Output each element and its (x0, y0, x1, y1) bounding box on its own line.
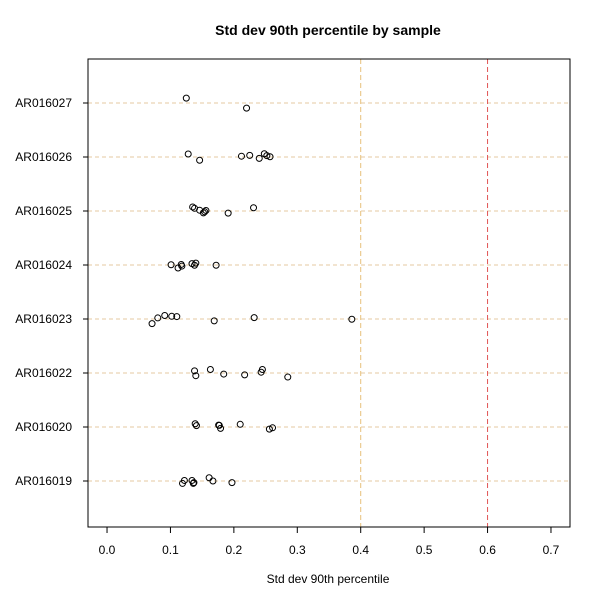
data-point-ar016023-7 (250, 314, 258, 322)
y-tick-label-ar016027: AR016027 (15, 96, 72, 110)
data-point-ar016024-7 (192, 259, 200, 267)
x-axis-label: Std dev 90th percentile (267, 572, 390, 586)
y-tick-label-ar016019: AR016019 (15, 474, 72, 488)
y-tick-label-ar016020: AR016020 (15, 420, 72, 434)
data-point-ar016020-5 (217, 424, 225, 432)
chart-title: Std dev 90th percentile by sample (215, 22, 441, 38)
y-tick-label-ar016026: AR016026 (15, 150, 72, 164)
x-axis: 0.0 0.1 0.2 0.3 0.4 0.5 0.6 0.7 (99, 527, 560, 557)
data-point-ar016020-1 (191, 420, 199, 428)
data-point-ar016025-5 (201, 208, 209, 216)
data-point-ar016022-5 (241, 371, 249, 379)
data-point-ar016023-8 (348, 315, 356, 323)
data-point-ar016019-8 (228, 479, 236, 487)
x-tick-label-5: 0.4 (352, 543, 369, 557)
data-point-ar016024-1 (167, 261, 175, 269)
y-tick-label-ar016023: AR016023 (15, 312, 72, 326)
data-point-ar016023-3 (161, 311, 169, 319)
data-point-ar016027-2 (243, 104, 251, 112)
data-point-ar016024-4 (178, 262, 186, 270)
data-point-ar016026-3 (237, 152, 245, 160)
data-point-ar016022-1 (191, 367, 199, 375)
x-tick-label-2: 0.1 (162, 543, 179, 557)
data-point-ar016023-2 (154, 314, 162, 322)
grid-layer (88, 102, 570, 482)
plot-frame (87, 58, 571, 528)
y-tick-label-ar016022: AR016022 (15, 366, 72, 380)
data-point-ar016019-4 (189, 479, 197, 487)
data-point-ar016027-1 (182, 94, 190, 102)
data-point-ar016026-1 (184, 150, 192, 158)
data-point-ar016025-8 (250, 204, 258, 212)
y-tick-label-ar016025: AR016025 (15, 204, 72, 218)
data-point-ar016023-6 (210, 317, 218, 325)
data-point-ar016020-8 (269, 424, 277, 432)
data-point-ar016026-7 (263, 152, 271, 160)
data-point-ar016023-1 (148, 320, 156, 328)
data-point-ar016020-7 (265, 425, 273, 433)
data-points (148, 94, 356, 487)
data-point-ar016025-1 (189, 203, 197, 211)
data-point-ar016026-5 (255, 154, 263, 162)
x-tick-label-6: 0.5 (416, 543, 433, 557)
data-point-ar016026-4 (246, 151, 254, 159)
data-point-ar016019-5 (190, 479, 198, 487)
data-point-ar016023-5 (173, 313, 181, 321)
y-axis: AR016027 AR016026 AR016025 AR016024 AR016023… (15, 96, 88, 488)
data-point-ar016025-7 (224, 209, 232, 217)
data-point-ar016020-2 (192, 422, 200, 430)
x-tick-label-3: 0.2 (226, 543, 243, 557)
data-point-ar016022-4 (220, 370, 228, 378)
x-tick-label-1: 0.0 (99, 543, 116, 557)
data-point-ar016024-8 (212, 261, 220, 269)
x-tick-label-8: 0.7 (543, 543, 560, 557)
data-point-ar016019-6 (205, 474, 213, 482)
data-point-ar016022-2 (192, 372, 200, 380)
x-tick-label-4: 0.3 (289, 543, 306, 557)
data-point-ar016022-7 (258, 365, 266, 373)
data-point-ar016022-3 (206, 365, 214, 373)
data-point-ar016022-8 (284, 373, 292, 381)
data-point-ar016020-6 (236, 420, 244, 428)
data-point-ar016026-8 (266, 153, 274, 161)
data-point-ar016023-4 (168, 312, 176, 320)
data-point-ar016019-7 (209, 477, 217, 485)
data-point-ar016025-6 (202, 206, 210, 214)
data-point-ar016026-2 (196, 156, 204, 164)
y-tick-label-ar016024: AR016024 (15, 258, 72, 272)
x-tick-label-7: 0.6 (479, 543, 496, 557)
data-point-ar016019-2 (180, 476, 188, 484)
reference-lines (360, 59, 489, 527)
